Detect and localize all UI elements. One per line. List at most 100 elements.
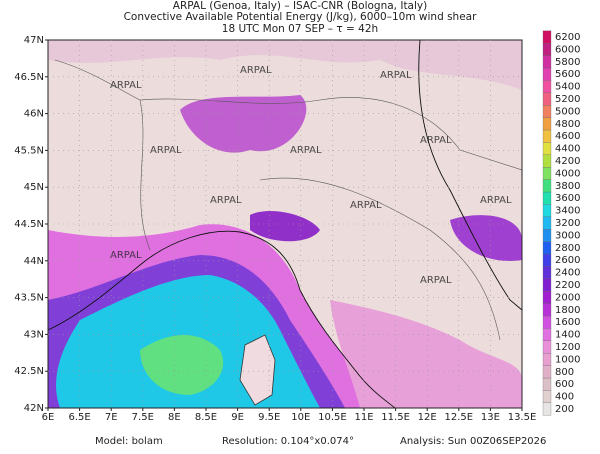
- lat-tick-label: 44N: [24, 256, 44, 267]
- lon-tick-label: 10E: [291, 412, 310, 423]
- footer-analysis: Analysis: Sun 00Z06SEP2026: [400, 436, 546, 447]
- colorbar-swatch: [542, 353, 552, 366]
- colorbar-label: 6000: [555, 44, 580, 55]
- colorbar-swatch: [542, 43, 552, 56]
- lon-tick-label: 8.5E: [195, 412, 217, 423]
- colorbar-swatch: [542, 241, 552, 255]
- colorbar-swatch: [542, 291, 552, 304]
- lon-tick-label: 10.5E: [318, 412, 347, 423]
- colorbar-label: 5200: [555, 94, 580, 105]
- lat-tick-label: 44.5N: [14, 219, 44, 230]
- lat-tick-label: 46.5N: [14, 72, 44, 83]
- footer-resolution: Resolution: 0.104°x0.074°: [222, 436, 354, 447]
- colorbar-label: 4800: [555, 119, 580, 130]
- colorbar-swatch: [542, 328, 552, 341]
- lat-tick-label: 46N: [24, 109, 44, 120]
- colorbar-label: 1800: [555, 305, 580, 316]
- colorbar-swatch: [542, 92, 552, 106]
- colorbar-swatch: [542, 365, 552, 379]
- watermarks: ARPAL ARPAL ARPAL ARPAL ARPAL ARPAL ARPAL ARPAL…: [110, 65, 512, 286]
- watermark: ARPAL: [350, 200, 382, 211]
- colorbar-label: 4200: [555, 156, 580, 167]
- watermark: ARPAL: [210, 195, 242, 206]
- borders: [54, 59, 522, 341]
- colorbar-swatch: [542, 340, 552, 354]
- footer-model: Model: bolam: [95, 436, 163, 447]
- colorbar-label: 2400: [555, 268, 580, 279]
- watermark: ARPAL: [110, 250, 142, 261]
- lon-tick-label: 11.5E: [381, 412, 410, 423]
- colorbar-swatch: [542, 303, 552, 317]
- lon-tick-label: 11E: [354, 412, 373, 423]
- lon-tick-label: 12E: [418, 412, 437, 423]
- colorbar-swatch: [542, 191, 552, 205]
- cape-blob: [180, 95, 307, 153]
- colorbar-swatch: [542, 55, 552, 69]
- colorbar-label: 3400: [555, 206, 580, 217]
- lat-tick-label: 42.5N: [14, 366, 44, 377]
- coastline: [48, 40, 522, 408]
- sea-field: [140, 335, 224, 395]
- colorbar-label: 4600: [555, 131, 580, 142]
- lat-tick-label: 43N: [24, 329, 44, 340]
- watermark: ARPAL: [240, 65, 272, 76]
- colorbar-swatch: [542, 315, 552, 329]
- watermark: ARPAL: [150, 145, 182, 156]
- colorbar-label: 3000: [555, 230, 580, 241]
- watermark: ARPAL: [110, 80, 142, 91]
- colorbar-label: 5600: [555, 69, 580, 80]
- map-field: [48, 40, 522, 408]
- colorbar-swatch: [542, 105, 552, 118]
- colorbar-swatch: [542, 179, 552, 193]
- colorbar-label: 5400: [555, 82, 580, 93]
- header-line: Convective Available Potential Energy (J…: [124, 11, 478, 23]
- colorbar-label: 600: [555, 379, 574, 390]
- colorbar-swatch: [542, 117, 552, 131]
- corsica: [239, 334, 276, 406]
- lat-tick-label: 45.5N: [14, 145, 44, 156]
- colorbar-label: 1200: [555, 342, 580, 353]
- colorbar-swatch: [542, 154, 552, 168]
- header-line: 18 UTC Mon 07 SEP – τ = 42h: [222, 23, 378, 35]
- colorbar-label: 1400: [555, 330, 580, 341]
- colorbar-swatch: [542, 216, 552, 230]
- colorbar-label: 5000: [555, 106, 580, 117]
- lat-tick-label: 42N: [24, 403, 44, 414]
- colorbar-label: 2200: [555, 280, 580, 291]
- colorbar-label: 6200: [555, 32, 580, 43]
- watermark: ARPAL: [290, 145, 322, 156]
- colorbar-swatch: [542, 402, 552, 416]
- watermark: ARPAL: [380, 70, 412, 81]
- alps-field: [48, 40, 522, 90]
- colorbar-swatch: [542, 67, 552, 81]
- colorbar-swatch: [542, 129, 552, 143]
- lon-tick-label: 7E: [105, 412, 118, 423]
- colorbar-label: 3200: [555, 218, 580, 229]
- colorbar-label: 2000: [555, 292, 580, 303]
- lon-tick-label: 9E: [231, 412, 244, 423]
- watermark: ARPAL: [480, 195, 512, 206]
- lon-tick-label: 9.5E: [258, 412, 280, 423]
- lon-tick-label: 13.5E: [508, 412, 537, 423]
- lon-tick-label: 13E: [481, 412, 500, 423]
- lat-tick-label: 43.5N: [14, 293, 44, 304]
- colorbar-label: 2800: [555, 243, 580, 254]
- lat-tick-label: 45N: [24, 182, 44, 193]
- lon-tick-label: 12.5E: [445, 412, 474, 423]
- colorbar-label: 3600: [555, 193, 580, 204]
- watermark: ARPAL: [420, 135, 452, 146]
- colorbar-swatch: [542, 167, 552, 180]
- colorbar-label: 400: [555, 392, 574, 403]
- colorbar-label: 1600: [555, 317, 580, 328]
- colorbar-label: 800: [555, 367, 574, 378]
- colorbar-swatch: [542, 278, 552, 292]
- lon-tick-label: 7.5E: [132, 412, 154, 423]
- colorbar-swatch: [542, 377, 552, 391]
- colorbar-label: 200: [555, 404, 574, 415]
- lon-tick-label: 6.5E: [68, 412, 90, 423]
- watermark: ARPAL: [420, 275, 452, 286]
- colorbar-label: 4000: [555, 168, 580, 179]
- header-line: ARPAL (Genoa, Italy) – ISAC-CNR (Bologna…: [173, 0, 427, 12]
- colorbar-swatch: [542, 390, 552, 403]
